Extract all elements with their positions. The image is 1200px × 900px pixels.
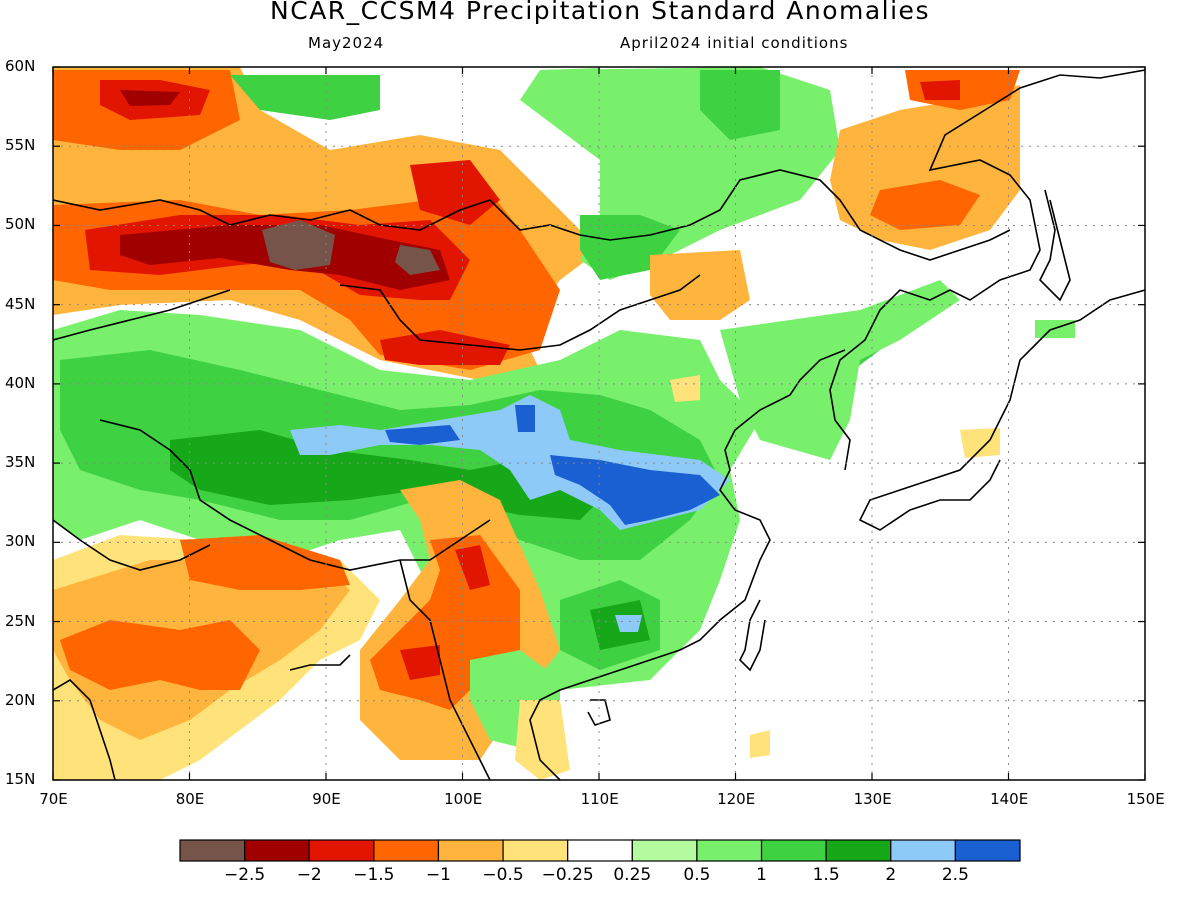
lat-tick-label: 60N (5, 57, 36, 75)
lat-tick-label: 55N (5, 136, 36, 155)
anomaly-patch (550, 455, 720, 525)
colorbar-label: −0.25 (541, 865, 594, 885)
coastline (1039, 189, 1071, 302)
colorbar-swatch (825, 839, 892, 862)
anomaly-patch (380, 330, 510, 365)
anomaly-patch (410, 160, 500, 225)
anomaly-patch (455, 545, 490, 590)
forecast-month: May2024 (308, 34, 385, 52)
colorbar-swatch (890, 839, 956, 862)
coastline (399, 559, 491, 780)
anomaly-patch (400, 645, 440, 680)
lat-tick-label: 15N (5, 770, 36, 788)
anomaly-patch (920, 80, 960, 100)
lat-tick-label: 20N (5, 690, 36, 709)
lon-tick-label: 140E (990, 790, 1029, 808)
lon-tick-label: 110E (580, 790, 619, 808)
anomaly-patch (670, 375, 700, 402)
colorbar-swatch (760, 839, 827, 862)
colorbar-label: 2 (885, 865, 897, 885)
anomaly-patch (750, 730, 770, 758)
anomaly-patch (60, 620, 260, 690)
lat-tick-label: 40N (5, 373, 36, 392)
anomaly-patch (615, 615, 642, 632)
colorbar-swatch (696, 839, 763, 862)
anomaly-patch (515, 405, 535, 432)
colorbar-label: −0.5 (482, 865, 524, 885)
colorbar-label: 2.5 (941, 865, 969, 885)
lat-tick-label: 35N (5, 453, 36, 472)
anomaly-patch (262, 220, 335, 270)
lon-tick-label: 150E (1126, 790, 1165, 808)
colorbar-label: −2 (296, 865, 322, 885)
anomaly-patch (395, 245, 440, 275)
anomaly-patch (515, 700, 570, 780)
coastline (53, 169, 1011, 261)
initial-conditions: April2024 initial conditions (620, 34, 849, 52)
colorbar-swatch (373, 839, 440, 862)
anomaly-patch (960, 428, 1000, 458)
coastline (829, 69, 1145, 471)
anomaly-patch (385, 425, 460, 445)
anomaly-patch (180, 535, 350, 590)
colorbar-label: −2.5 (223, 865, 266, 885)
anomaly-patch (700, 70, 780, 140)
colorbar-label: 1.5 (812, 865, 840, 885)
lon-tick-label: 100E (444, 790, 483, 808)
lon-tick-label: 130E (853, 790, 892, 808)
lat-tick-label: 25N (5, 611, 36, 630)
lon-tick-label: 70E (39, 790, 68, 808)
colorbar-label: 0.5 (683, 865, 711, 885)
lat-tick-label: 50N (5, 215, 36, 234)
colorbar-swatch (437, 839, 504, 862)
colorbar-swatch (502, 839, 569, 862)
anomaly-patch (580, 215, 680, 280)
colorbar-label: −1.5 (353, 865, 395, 885)
colorbar-swatch (308, 839, 375, 862)
coastline (53, 289, 231, 341)
coastline (739, 599, 766, 672)
coastline (529, 349, 846, 780)
coastline (858, 289, 1145, 531)
anomaly-patch (720, 280, 960, 460)
colorbar-swatch (631, 839, 698, 862)
colorbar-swatch (954, 839, 1021, 862)
lon-tick-label: 90E (312, 790, 341, 808)
anomaly-patch (870, 180, 980, 230)
colorbar-label: 0.25 (613, 865, 652, 885)
lat-tick-label: 30N (5, 532, 36, 551)
coastline (289, 654, 351, 671)
coastline (53, 678, 116, 780)
colorbar-swatch (244, 839, 310, 862)
coastline (339, 274, 701, 351)
lon-tick-label: 120E (717, 790, 756, 808)
anomaly-patch (650, 250, 750, 320)
colorbar-label: −1 (425, 865, 451, 885)
colorbar-swatch (567, 839, 633, 862)
coastline (53, 519, 211, 571)
lon-tick-label: 80E (175, 790, 205, 808)
colorbar-label: 1 (756, 865, 767, 885)
plot-title: NCAR_CCSM4 Precipitation Standard Anomal… (270, 0, 930, 25)
anomaly-patch (120, 90, 180, 106)
colorbar-swatch (179, 839, 246, 862)
lat-tick-label: 45N (5, 294, 36, 313)
anomaly-patch (230, 75, 380, 120)
coastline (99, 419, 491, 571)
anomaly-patch (540, 68, 610, 105)
coastline (587, 699, 611, 726)
